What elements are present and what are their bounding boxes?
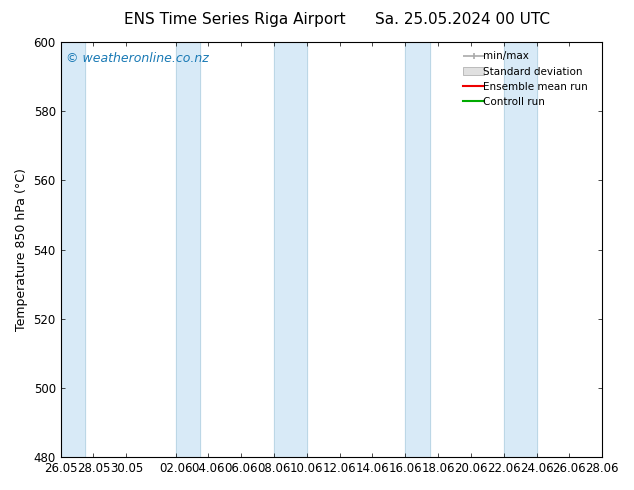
Text: ENS Time Series Riga Airport: ENS Time Series Riga Airport xyxy=(124,12,346,27)
Bar xyxy=(176,42,200,457)
Text: © weatheronline.co.nz: © weatheronline.co.nz xyxy=(66,52,209,66)
Y-axis label: Temperature 850 hPa (°C): Temperature 850 hPa (°C) xyxy=(15,168,28,331)
Bar xyxy=(61,42,86,457)
Bar xyxy=(274,42,307,457)
Bar xyxy=(504,42,536,457)
Legend: min/max, Standard deviation, Ensemble mean run, Controll run: min/max, Standard deviation, Ensemble me… xyxy=(459,47,597,111)
Text: Sa. 25.05.2024 00 UTC: Sa. 25.05.2024 00 UTC xyxy=(375,12,550,27)
Bar xyxy=(405,42,430,457)
